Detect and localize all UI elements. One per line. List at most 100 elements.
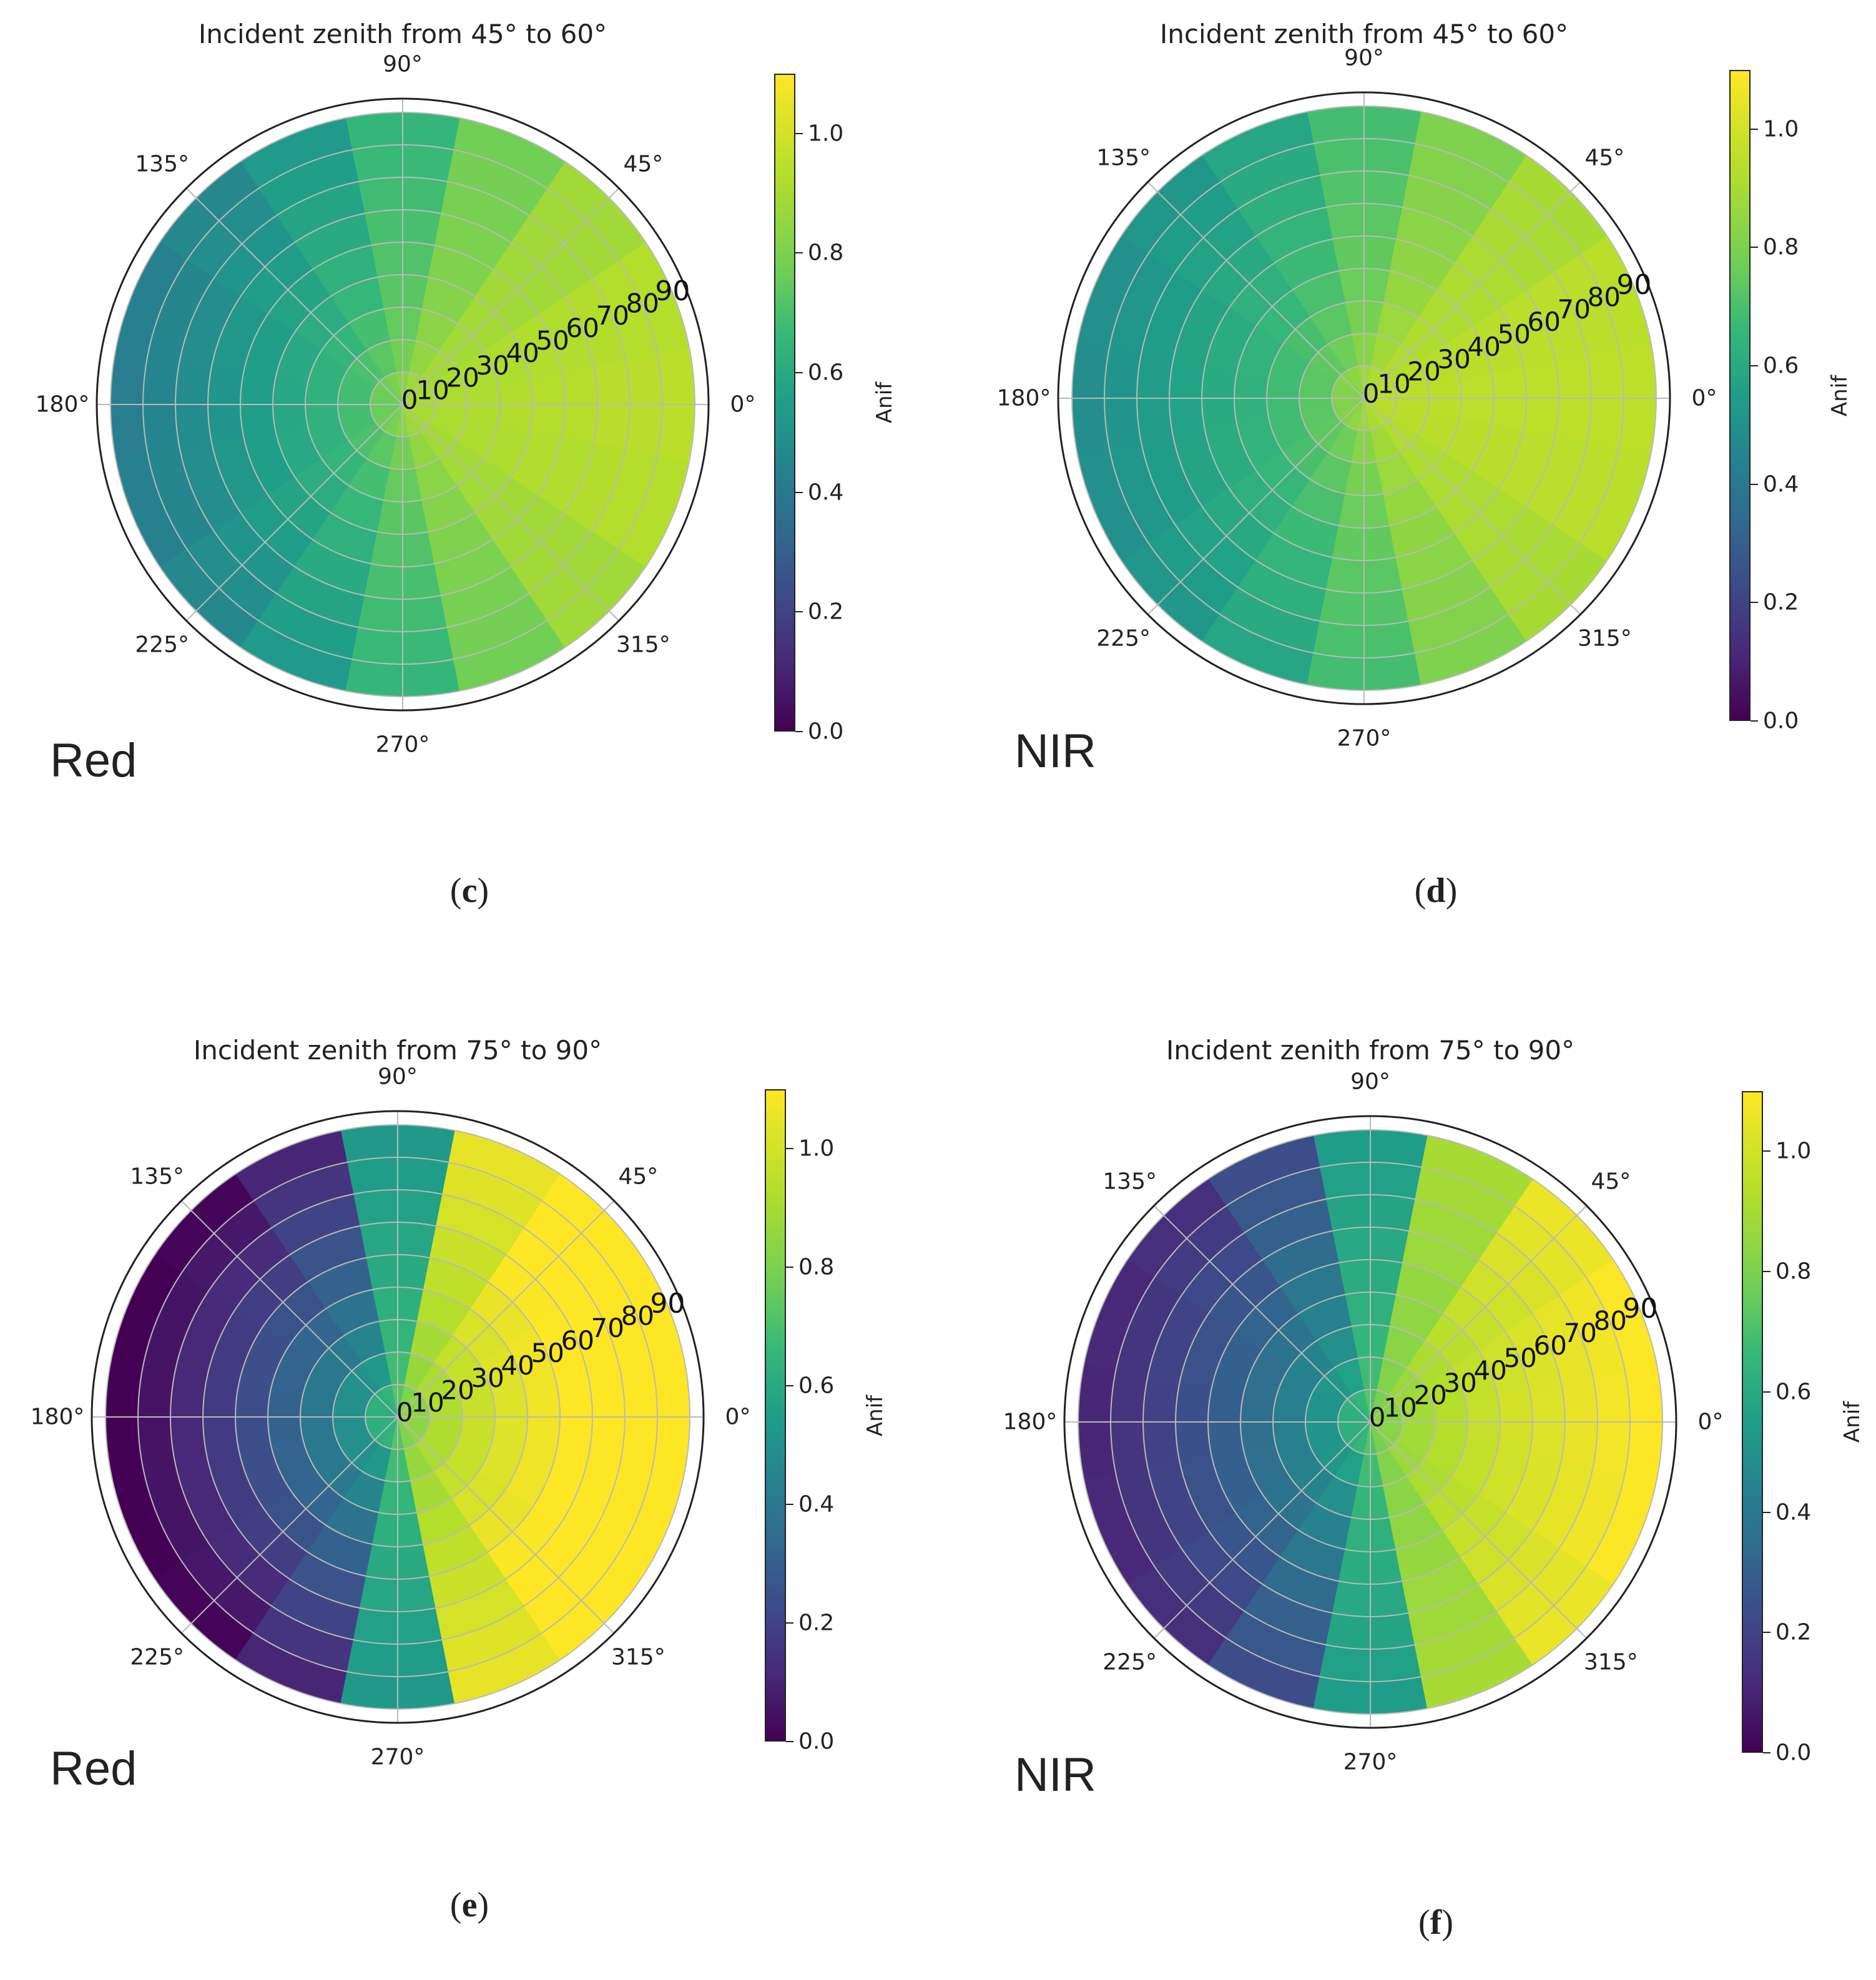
radial-tick-label: 10 [1383, 1393, 1417, 1423]
angle-tick-label: 90° [1344, 45, 1384, 71]
colorbar-tick [786, 1504, 793, 1505]
radial-tick-label: 70 [596, 300, 629, 331]
angle-tick-label: 0° [1697, 1409, 1724, 1435]
radial-tick-label: 60 [566, 313, 599, 343]
colorbar-tick-label: 0.6 [808, 360, 844, 386]
angle-tick-label: 0° [1691, 385, 1717, 411]
colorbar-tick-label: 0.8 [1775, 1258, 1812, 1285]
colorbar-tick [786, 1148, 793, 1149]
colorbar-tick [1763, 1632, 1770, 1634]
angular-gridline [180, 1200, 398, 1418]
angle-tick-label: 135° [1096, 145, 1151, 171]
radial-tick-label: 70 [591, 1313, 624, 1343]
angular-gridline [1153, 1421, 1371, 1639]
angle-tick-label: 45° [1584, 145, 1625, 171]
colorbar-tick-label: 0.2 [808, 599, 844, 625]
colorbar-tick-label: 0.4 [1763, 471, 1799, 497]
colorbar-label: Anif [863, 1394, 888, 1436]
radial-tick-label: 0 [401, 385, 418, 415]
band-label: Red [50, 734, 137, 787]
angular-gridline [185, 187, 403, 405]
colorbar-tick [1751, 365, 1758, 367]
colorbar-tick [1763, 1150, 1770, 1152]
colorbar [765, 1089, 786, 1742]
angle-tick-label: 315° [611, 1644, 665, 1670]
radial-tick-label: 10 [411, 1388, 444, 1418]
colorbar-tick [1763, 1752, 1770, 1753]
angular-gridline [1363, 398, 1581, 615]
angular-gridline [1147, 181, 1365, 399]
colorbar-tick-label: 0.4 [808, 479, 844, 506]
colorbar-tick [795, 731, 803, 732]
colorbar-tick [786, 1741, 793, 1742]
colorbar-tick [1751, 483, 1758, 485]
angle-tick-label: 225° [1096, 625, 1151, 652]
angle-tick-label: 135° [135, 151, 189, 177]
colorbar-tick [795, 132, 803, 134]
radial-tick-label: 80 [626, 288, 659, 318]
colorbar-tick-label: 0.8 [1763, 234, 1799, 260]
radial-tick-label: 70 [1564, 1318, 1597, 1348]
radial-tick-label: 60 [1533, 1330, 1566, 1361]
angle-tick-label: 315° [1578, 625, 1632, 652]
colorbar-tick [1763, 1391, 1770, 1393]
angle-tick-label: 90° [378, 1064, 418, 1090]
colorbar-tick-label: 1.0 [1763, 116, 1799, 142]
band-label: Red [50, 1742, 137, 1795]
colorbar-tick-label: 0.0 [798, 1728, 835, 1755]
radial-tick-label: 80 [1594, 1305, 1627, 1336]
angular-gridline [1153, 1205, 1371, 1423]
angle-tick-label: 90° [383, 51, 423, 77]
colorbar-tick [1751, 720, 1758, 722]
colorbar-tick-label: 0.8 [808, 240, 844, 266]
angular-gridline [397, 1200, 615, 1418]
colorbar-tick-label: 0.4 [798, 1491, 835, 1517]
colorbar-tick [1751, 602, 1758, 604]
caption-letter: c [461, 871, 478, 910]
angle-tick-label: 270° [1337, 725, 1392, 752]
radial-tick-label: 50 [531, 1338, 564, 1368]
angle-tick-label: 180° [30, 1404, 85, 1430]
radial-tick-label: 90 [1616, 269, 1651, 301]
radial-tick-label: 50 [1497, 319, 1530, 350]
radial-tick-label: 60 [1527, 306, 1560, 337]
radial-tick-label: 50 [1503, 1343, 1536, 1373]
chart-title: Incident zenith from 45° to 60° [198, 19, 607, 49]
radial-tick-label: 40 [506, 338, 539, 368]
angle-tick-label: 0° [730, 391, 756, 418]
angle-tick-label: 180° [996, 385, 1051, 411]
radial-tick-label: 70 [1558, 294, 1591, 325]
angle-tick-label: 180° [35, 391, 90, 418]
angle-tick-label: 225° [135, 632, 189, 658]
colorbar-tick-label: 0.0 [808, 718, 844, 745]
angle-tick-label: 315° [1584, 1649, 1638, 1675]
colorbar [774, 74, 795, 732]
colorbar-tick-label: 0.2 [798, 1610, 835, 1636]
radial-tick-label: 0 [396, 1397, 413, 1428]
colorbar-label: Anif [872, 381, 898, 424]
colorbar-label: Anif [1840, 1401, 1865, 1443]
colorbar-tick-label: 1.0 [798, 1135, 835, 1162]
colorbar-tick [795, 611, 803, 613]
angular-gridline [180, 1416, 398, 1634]
radial-tick-label: 90 [650, 1288, 685, 1320]
radial-tick-label: 20 [1407, 356, 1440, 387]
angle-tick-label: 270° [375, 732, 430, 758]
radial-tick-label: 10 [1377, 369, 1410, 399]
colorbar-tick [1763, 1271, 1770, 1273]
colorbar-label: Anif [1827, 375, 1853, 416]
angular-gridline [402, 187, 620, 405]
colorbar [1729, 70, 1751, 721]
radial-tick-label: 60 [561, 1325, 594, 1356]
colorbar-tick [1763, 1511, 1770, 1513]
colorbar-tick [795, 491, 803, 493]
colorbar-tick-label: 0.6 [1763, 353, 1799, 379]
caption-letter: f [1430, 1903, 1442, 1942]
panel-caption: (c) [449, 871, 489, 910]
angular-gridline [1363, 181, 1581, 399]
radial-tick-label: 0 [1363, 378, 1380, 409]
colorbar-tick-label: 0.2 [1763, 589, 1799, 615]
angle-tick-label: 270° [1343, 1749, 1398, 1775]
angle-tick-label: 45° [1591, 1169, 1631, 1195]
